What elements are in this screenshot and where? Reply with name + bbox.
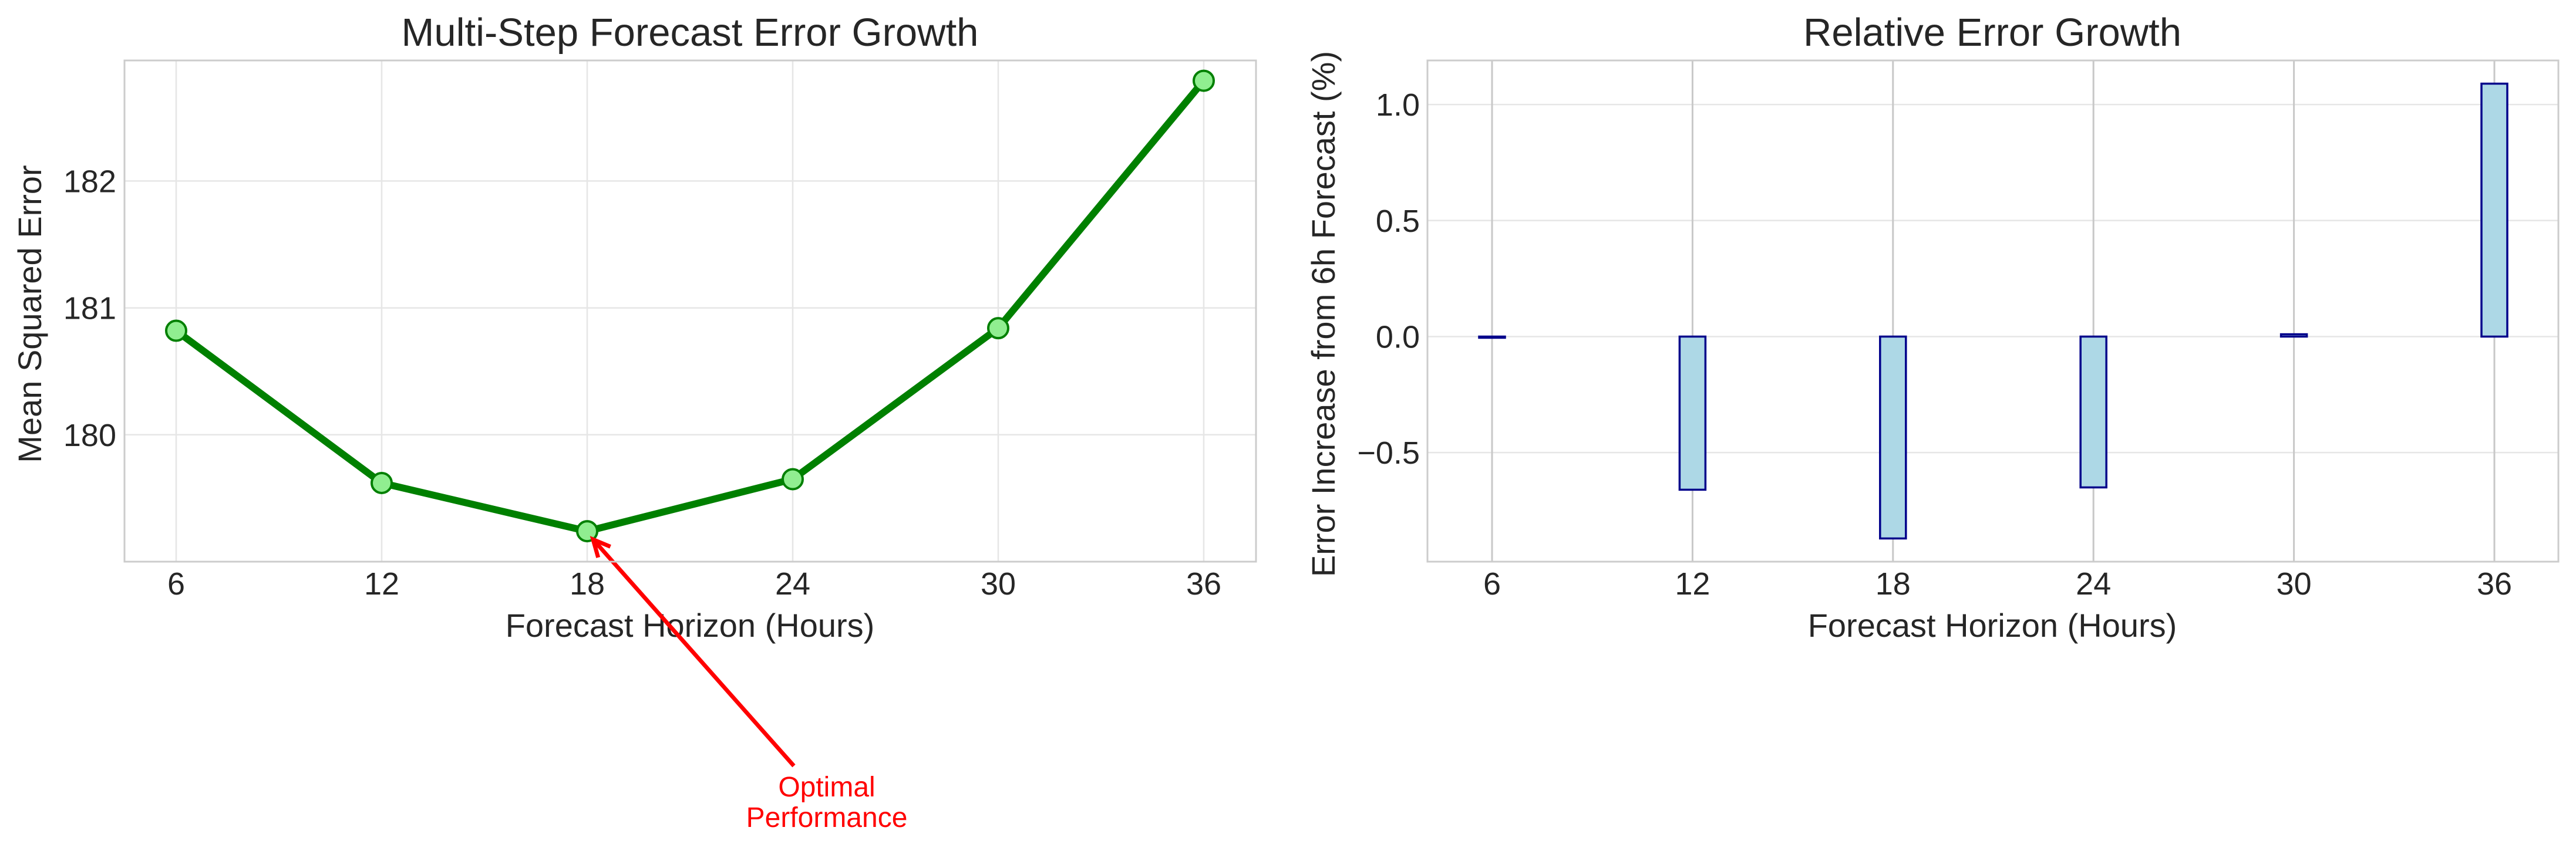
relative-error-bar-chart: Relative Error Growth Forecast Horizon (…	[1305, 11, 2560, 644]
right-x-tick-label: 24	[2076, 566, 2111, 602]
mse-data-point	[1193, 69, 1215, 92]
right-chart-x-axis-label: Forecast Horizon (Hours)	[1808, 607, 2177, 644]
mse-data-point	[371, 471, 393, 494]
right-chart-title: Relative Error Growth	[1803, 11, 2181, 55]
left-x-tick-label: 24	[775, 566, 810, 602]
right-x-tick-label: 6	[1483, 566, 1501, 602]
annotation-text-line-1: Optimal	[778, 772, 875, 803]
relative-error-bar	[2480, 82, 2508, 338]
right-x-tick-label: 12	[1675, 566, 1710, 602]
relative-error-bar	[1879, 335, 1907, 540]
right-chart-y-axis-label: Error Increase from 6h Forecast (%)	[1305, 51, 1342, 577]
right-y-tick-label: 1.0	[1376, 87, 1420, 123]
relative-error-bar	[2079, 335, 2107, 489]
left-chart-title: Multi-Step Forecast Error Growth	[402, 11, 979, 55]
left-chart-x-axis-label: Forecast Horizon (Hours)	[506, 607, 875, 644]
left-x-tick-label: 6	[167, 566, 185, 602]
right-y-tick-label: 0.0	[1376, 319, 1420, 354]
right-y-tick-label: 0.5	[1376, 204, 1420, 239]
left-y-tick-label: 180	[63, 418, 116, 453]
annotation-text-line-2: Performance	[746, 802, 908, 833]
right-x-tick-label: 18	[1875, 566, 1911, 602]
right-x-tick-label: 30	[2277, 566, 2312, 602]
left-chart-y-axis-label: Mean Squared Error	[11, 165, 48, 462]
mse-data-point	[782, 468, 804, 491]
annotation-arrow-shaft	[591, 538, 796, 768]
relative-error-bar	[1478, 335, 1506, 339]
left-y-tick-label: 182	[63, 164, 116, 199]
left-x-tick-label: 12	[364, 566, 399, 602]
left-y-tick-label: 181	[63, 291, 116, 326]
mse-series-line	[174, 78, 1207, 535]
annotation-arrow-head	[590, 536, 611, 558]
left-x-tick-label: 30	[981, 566, 1016, 602]
left-chart-plot-frame	[123, 59, 1257, 563]
right-y-tick-label: −0.5	[1357, 435, 1420, 471]
relative-error-bar	[1678, 335, 1707, 491]
forecast-error-line-chart: Multi-Step Forecast Error Growth Forecas…	[11, 11, 1257, 833]
mse-data-point	[576, 520, 598, 543]
relative-error-bar	[2279, 333, 2308, 338]
mse-data-point	[987, 317, 1009, 340]
left-x-tick-label: 36	[1186, 566, 1221, 602]
optimal-performance-annotation: Optimal Performance	[590, 536, 908, 833]
right-chart-plot-frame	[1426, 59, 2560, 563]
right-x-tick-label: 36	[2477, 566, 2512, 602]
mse-data-point	[165, 319, 187, 342]
left-x-tick-label: 18	[570, 566, 605, 602]
